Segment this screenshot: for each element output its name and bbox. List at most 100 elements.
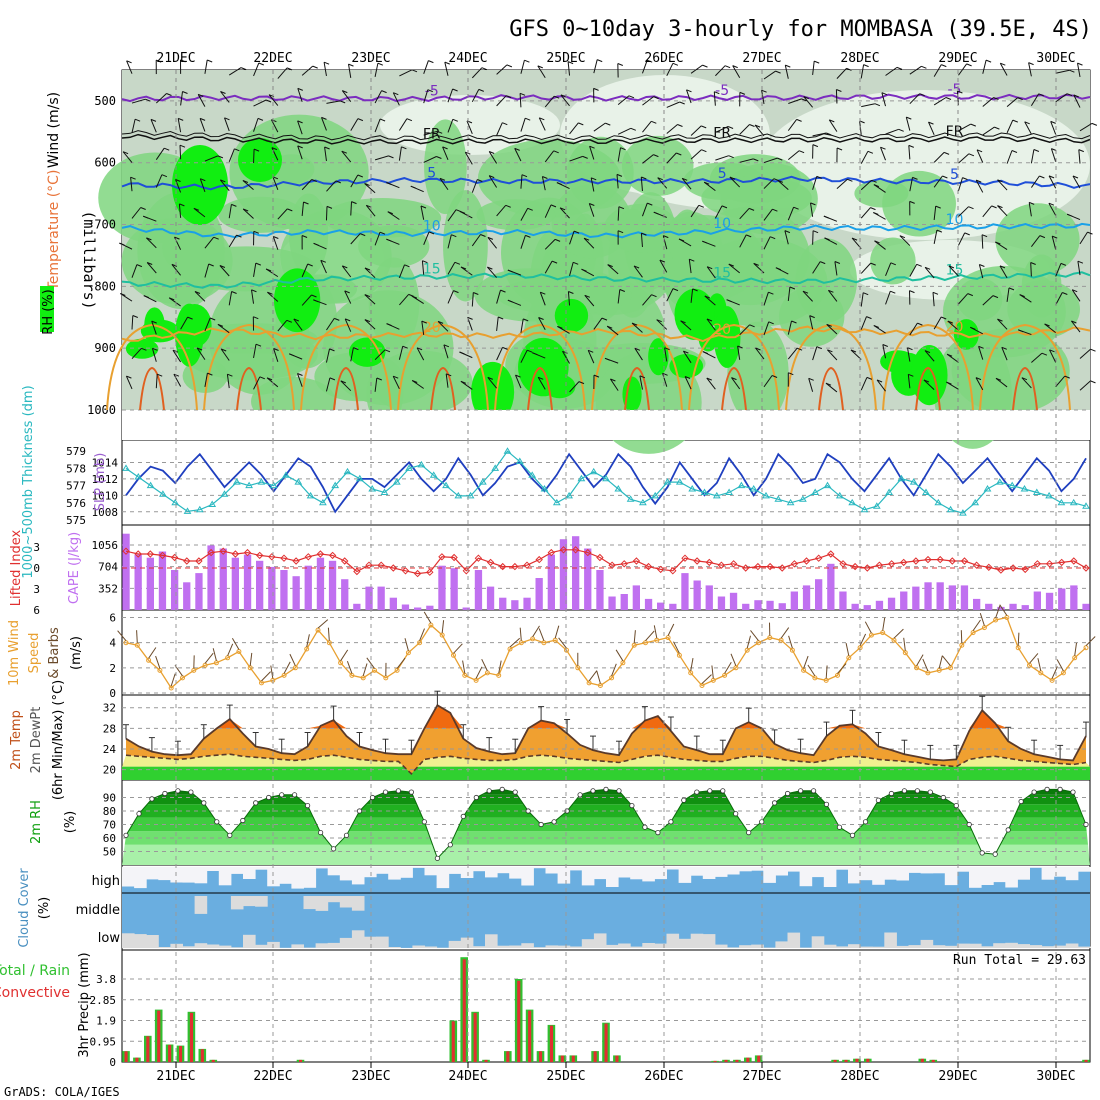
isotherm-20-bump	[494, 323, 586, 411]
wind-barb-flag	[618, 206, 625, 210]
wind-barb-10m	[554, 625, 560, 639]
wind-barb	[812, 132, 827, 137]
wind-barb-flag	[948, 265, 955, 269]
slp-tick: 1014	[92, 456, 119, 469]
wind-barb-flag	[554, 238, 561, 242]
wind-barb	[659, 259, 668, 273]
wind-barb	[885, 262, 892, 276]
axes-and-labels: 21DEC21DEC22DEC22DEC23DEC23DEC24DEC24DEC…	[0, 51, 1076, 1084]
thickness-point	[319, 498, 327, 506]
wind-barb	[130, 177, 133, 192]
wind-barb-10m	[615, 649, 624, 662]
wind-barb	[224, 117, 230, 132]
wind-barb-flag	[1062, 292, 1068, 295]
wind-barb	[421, 321, 425, 336]
wind-barb-flag	[588, 349, 594, 353]
wind-barb-flag	[814, 60, 820, 64]
wind-barb-flag	[706, 318, 713, 322]
cape-bar	[802, 585, 811, 610]
thickness-point	[540, 485, 549, 492]
wind-barb	[325, 206, 328, 221]
cape-bar	[328, 560, 337, 610]
wind-barb-flag	[313, 299, 319, 303]
low-cloud-amount	[339, 937, 353, 948]
isotherm-25-bump	[624, 366, 650, 411]
low-cloud-amount	[412, 945, 425, 948]
wind-barb-flag	[324, 146, 330, 150]
wind-barb-flag	[171, 263, 178, 267]
wind-barb-flag	[477, 179, 483, 182]
rh-point	[979, 850, 985, 856]
middle-cloud-gap	[327, 896, 341, 903]
wind-barb-10m	[596, 670, 601, 684]
cape-bar	[353, 603, 361, 610]
pressure-tick: 1000	[87, 403, 116, 417]
thickness-point	[417, 460, 426, 468]
wind-barb	[995, 377, 1008, 388]
wind-barb-flag	[460, 266, 467, 270]
wind-barb	[763, 375, 773, 388]
thickness-point	[183, 507, 192, 514]
wind-barb-flag	[312, 65, 318, 69]
wind-barb	[1077, 261, 1081, 276]
wind-barb	[277, 319, 288, 332]
thickness-point	[122, 464, 130, 471]
cloud-low-label: low	[98, 931, 121, 946]
wind-barb-flag	[174, 236, 180, 240]
wind-barb-10m	[1037, 658, 1042, 672]
cloud-unit: (%)	[37, 897, 52, 920]
wind-barb	[1072, 175, 1081, 189]
wind-barb	[544, 260, 553, 274]
wind-barb-flag	[651, 294, 657, 298]
rh-point	[1057, 786, 1063, 793]
rh-tick: 70	[103, 819, 116, 832]
high-cloud-gap	[1053, 867, 1067, 877]
wind-barb	[905, 116, 911, 131]
wind-barb	[1021, 377, 1032, 389]
wind-barb-flag	[267, 291, 273, 295]
li-point	[170, 553, 179, 562]
wind-barb-flag	[871, 179, 877, 183]
wind-barb	[763, 292, 769, 306]
wind-barb-flag	[1001, 346, 1007, 350]
wind-barb-flag	[684, 376, 691, 379]
date-label-bottom: 29DEC	[938, 1069, 977, 1084]
li-point	[632, 557, 641, 565]
wind-barb	[268, 94, 279, 106]
wind-barb	[199, 118, 206, 132]
wind-barb	[882, 344, 887, 359]
wind-barb-flag	[591, 177, 597, 181]
wind-barb	[228, 234, 237, 248]
wind-barb-flag	[145, 98, 151, 102]
rh-point	[343, 832, 350, 838]
wind-barb-flag	[387, 211, 393, 215]
wind-barb	[569, 381, 580, 393]
thickness-point	[282, 471, 290, 478]
run-total: Run Total = 29.63	[953, 953, 1086, 968]
wind-barb	[341, 150, 352, 163]
wind-barb-10m	[249, 652, 253, 666]
wind-barb	[787, 207, 795, 221]
rh-point	[175, 788, 181, 794]
isotherm-20-bump	[203, 323, 295, 411]
rh-point	[629, 802, 635, 809]
temp-tick: 20	[103, 764, 116, 777]
wind-barb-flag	[439, 177, 446, 181]
cape-bar	[401, 604, 410, 610]
precip-convective-bar	[135, 1057, 139, 1062]
wind-barb	[539, 292, 546, 306]
wind-barb	[350, 233, 361, 245]
low-cloud-amount	[291, 944, 304, 948]
wind-barb-flag	[507, 299, 514, 303]
below-surface	[122, 410, 1090, 440]
wind-barb	[1001, 347, 1008, 361]
wind-barb	[421, 260, 425, 275]
thickness-point	[528, 471, 537, 478]
high-cloud-gap	[388, 867, 401, 880]
wind-barb-10m	[1074, 642, 1077, 656]
li-point	[426, 568, 434, 576]
wind-barb-flag	[357, 174, 363, 178]
wind-barb	[364, 267, 376, 279]
wind-barb	[909, 65, 922, 75]
li-point	[438, 553, 446, 561]
